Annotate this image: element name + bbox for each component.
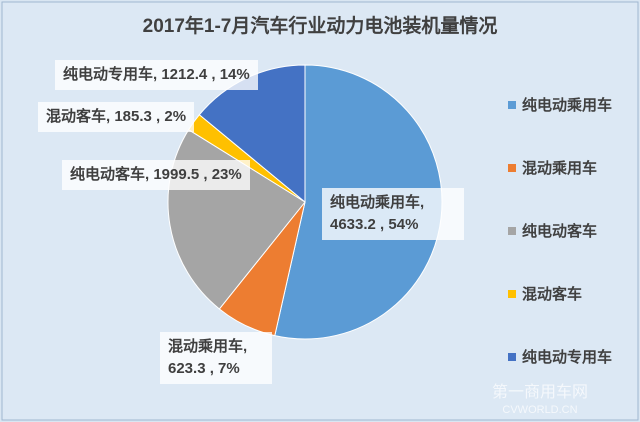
data-label: 混动客车, 185.3 , 2% — [38, 102, 195, 132]
legend-swatch — [508, 164, 516, 172]
watermark: CVWORLD.CN — [502, 404, 577, 416]
legend-label: 纯电动客车 — [522, 222, 597, 240]
data-label: 纯电动客车, 1999.5 , 23% — [62, 160, 250, 190]
legend-swatch — [508, 101, 516, 109]
watermark: 第一商用车网 — [492, 383, 588, 401]
legend-label: 混动乘用车 — [522, 159, 597, 177]
legend-label: 纯电动专用车 — [522, 348, 612, 366]
legend-swatch — [508, 227, 516, 235]
data-label: 纯电动乘用车, 4633.2 , 54% — [322, 188, 464, 240]
data-label: 混动乘用车, 623.3 , 7% — [160, 332, 272, 384]
legend-swatch — [508, 353, 516, 361]
legend-swatch — [508, 290, 516, 298]
chart-title: 2017年1-7月汽车行业动力电池装机量情况 — [143, 14, 498, 37]
data-label: 纯电动专用车, 1212.4 , 14% — [55, 60, 258, 90]
legend-label: 纯电动乘用车 — [522, 96, 612, 114]
legend-label: 混动客车 — [522, 285, 582, 303]
